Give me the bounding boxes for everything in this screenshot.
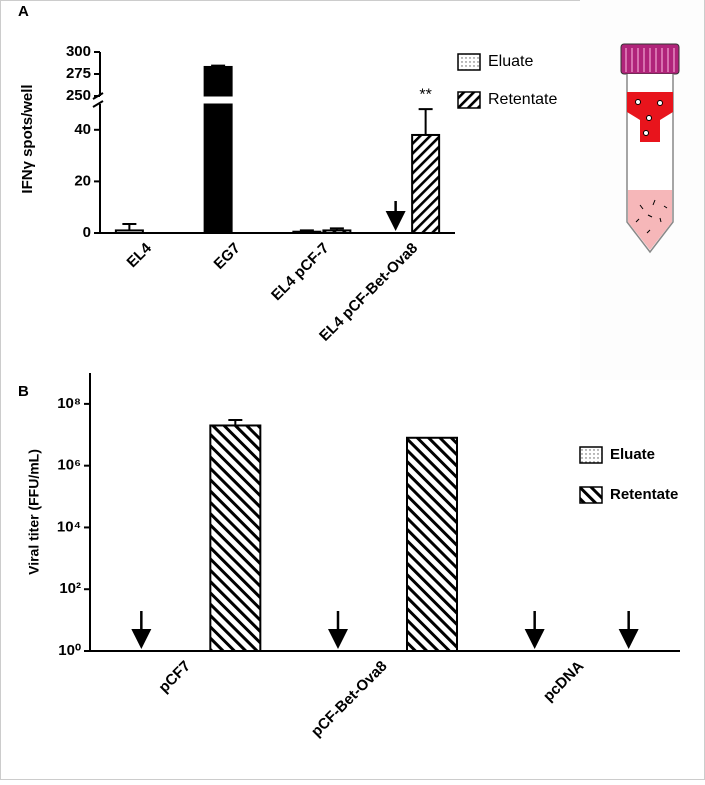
error-bar (122, 222, 137, 231)
y-axis-label: Viral titer (FFU/mL) (26, 449, 42, 575)
y-tick-label: 300 (66, 43, 91, 60)
tube-icon (620, 43, 680, 254)
bar (203, 65, 233, 234)
y-tick-label: 250 (66, 87, 91, 104)
legend-label: Retentate (610, 486, 678, 503)
y-tick-label: 20 (74, 172, 91, 189)
legend-label: Eluate (610, 446, 655, 463)
panel-label: A (18, 3, 29, 20)
bar (114, 229, 144, 234)
y-tick-label: 40 (74, 121, 91, 138)
legend-label: Retentate (488, 91, 557, 108)
y-tick-label: 10⁶ (57, 457, 81, 474)
legend-swatch (579, 446, 603, 464)
legend-swatch (457, 53, 481, 71)
bar (411, 133, 441, 235)
error-bar (418, 108, 433, 135)
bar (292, 230, 322, 235)
legend-label: Eluate (488, 53, 533, 70)
y-tick-label: 0 (83, 224, 91, 241)
legend-swatch (579, 486, 603, 504)
bar (322, 229, 352, 234)
bar-break-gap (202, 96, 234, 104)
y-tick-label: 10² (59, 580, 81, 597)
bar (406, 436, 458, 652)
legend-swatch (457, 91, 481, 109)
y-tick-label: 10⁸ (57, 395, 81, 412)
y-tick-label: 275 (66, 65, 91, 82)
y-tick-label: 10⁰ (58, 642, 81, 659)
bar (209, 424, 262, 653)
significance-annotation: ** (419, 86, 431, 103)
panel-label: B (18, 383, 29, 400)
y-tick-label: 10⁴ (57, 518, 81, 535)
y-axis-label: IFNγ spots/well (19, 84, 36, 193)
